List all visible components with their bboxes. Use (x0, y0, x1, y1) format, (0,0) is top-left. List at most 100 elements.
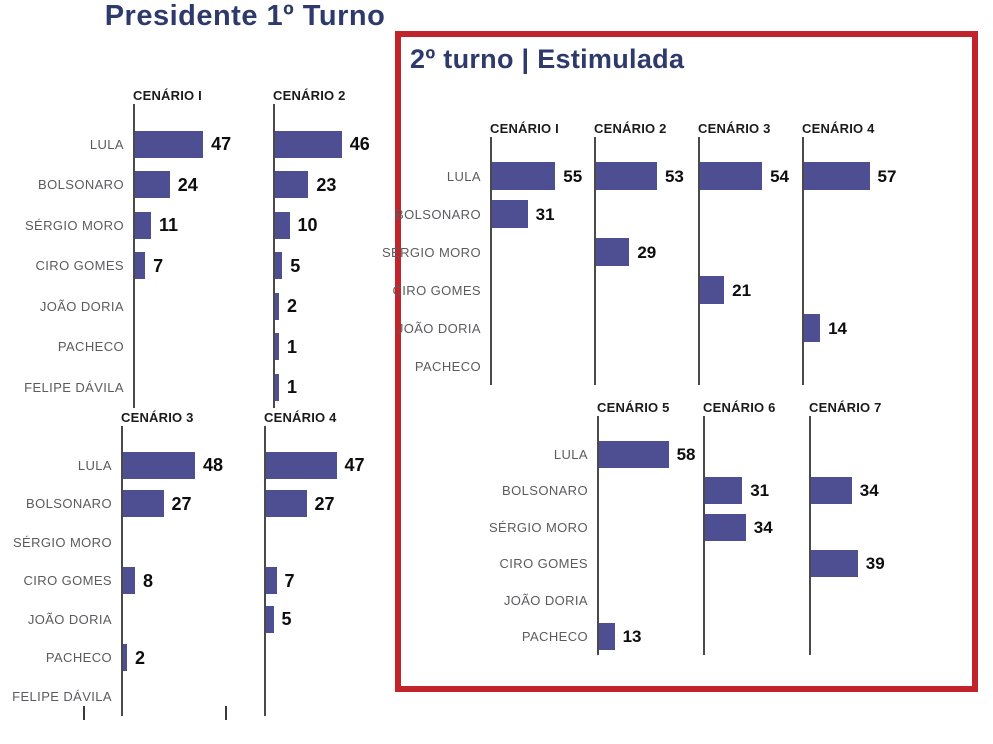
axis-line (490, 309, 594, 347)
bar-value: 39 (865, 554, 885, 574)
bar-value: 55 (563, 166, 583, 186)
axis-line (802, 271, 906, 309)
axis-line (703, 545, 809, 582)
scenario-header: CENÁRIO 5 (597, 400, 670, 415)
bar (275, 333, 279, 361)
bar (123, 451, 195, 479)
scenario-header: CENÁRIO I (490, 121, 559, 136)
category-label: JOÃO DORIA (503, 592, 588, 608)
bar (596, 162, 657, 190)
category-label: PACHECO (414, 358, 481, 374)
axis-line: 7 (133, 245, 273, 286)
category-label: JOÃO DORIA (39, 298, 124, 314)
bar-value: 47 (344, 455, 365, 476)
axis-line (264, 426, 407, 446)
axis-line: 34 (703, 509, 809, 546)
scenario-header: CENÁRIO 3 (121, 410, 194, 425)
bar-value: 14 (828, 318, 848, 338)
bar-value: 23 (316, 174, 337, 195)
bar (135, 252, 146, 280)
category-label: BOLSONARO (26, 496, 112, 512)
axis-line (698, 309, 802, 347)
axis-line (133, 326, 273, 367)
axis-line (490, 137, 594, 157)
tick-mark (225, 706, 227, 720)
axis-line (490, 271, 594, 309)
bar (599, 623, 615, 651)
category-label: CIRO GOMES (23, 573, 112, 589)
bar (266, 490, 307, 518)
bar-value: 54 (770, 166, 790, 186)
axis-line: 27 (121, 484, 264, 523)
axis-line: 57 (802, 157, 906, 195)
axis-line (121, 677, 264, 716)
axis-line: 1 (273, 326, 413, 367)
bar (492, 162, 556, 190)
category-label: LULA (77, 457, 112, 473)
chart-panel: CENÁRIO I CENÁRIO 2 CENÁRIO 3 CENÁRIO 4 LULA… (360, 121, 906, 385)
chart-row: BOLSONARO 31 (360, 195, 906, 233)
category-label: FELIPE DÁVILA (12, 688, 112, 704)
chart-row: SÉRGIO MORO 34 (460, 509, 915, 546)
axis-line (273, 104, 413, 124)
axis-line (264, 677, 407, 716)
chart-row: SÉRGIO MORO 29 (360, 233, 906, 271)
chart-row: LULA 47 46 (13, 124, 413, 165)
category-label: PACHECO (521, 629, 588, 645)
bar (599, 440, 669, 468)
bar-value: 48 (203, 455, 224, 476)
category-label: SÉRGIO MORO (381, 244, 481, 260)
axis-line (121, 600, 264, 639)
axis-line: 48 (121, 446, 264, 485)
axis-line: 8 (121, 561, 264, 600)
tick-mark (83, 706, 85, 720)
bar (275, 171, 309, 199)
chart-row: JOÃO DORIA (460, 582, 915, 619)
bar (123, 644, 127, 672)
axis-line: 7 (264, 561, 407, 600)
axis-line (809, 582, 915, 619)
axis-line (264, 638, 407, 677)
axis-line: 2 (273, 286, 413, 327)
chart-row: PACHECO (360, 347, 906, 385)
axis-line: 5 (273, 245, 413, 286)
chart-panel: CENÁRIO I CENÁRIO 2 LULA 47 46 BOLSONARO 24 23 S… (13, 88, 413, 408)
axis-line (809, 618, 915, 655)
bar-value: 31 (535, 204, 555, 224)
chart-row: LULA 55 53 54 57 (360, 157, 906, 195)
category-label: FELIPE DÁVILA (24, 379, 124, 395)
first-round-title: Presidente 1º Turno (104, 0, 386, 32)
axis-line (597, 416, 703, 436)
axis-line (698, 233, 802, 271)
chart-row: FELIPE DÁVILA 1 (13, 367, 413, 408)
bar (705, 513, 746, 541)
axis-line: 23 (273, 164, 413, 205)
bar-value: 7 (284, 570, 295, 591)
axis-line (133, 367, 273, 408)
axis-line (698, 137, 802, 157)
scenario-header: CENÁRIO 6 (703, 400, 776, 415)
bar-value: 34 (753, 517, 773, 537)
axis-line: 55 (490, 157, 594, 195)
bar (266, 451, 337, 479)
chart-row: JOÃO DORIA 14 (360, 309, 906, 347)
axis-line (802, 195, 906, 233)
bar (275, 252, 283, 280)
bar (123, 567, 135, 595)
category-label: PACHECO (57, 339, 124, 355)
axis-line (121, 523, 264, 562)
axis-line: 54 (698, 157, 802, 195)
bar (705, 477, 743, 505)
bar-value: 5 (290, 255, 301, 276)
chart-row: PACHECO 1 (13, 326, 413, 367)
category-label: LULA (446, 168, 481, 184)
bar (135, 130, 204, 158)
axis-line (594, 271, 698, 309)
bar-value: 2 (135, 647, 146, 668)
axis-line (698, 195, 802, 233)
axis-line (594, 195, 698, 233)
axis-line (809, 416, 915, 436)
category-label: SÉRGIO MORO (12, 534, 112, 550)
axis-line (597, 545, 703, 582)
axis-line (703, 618, 809, 655)
